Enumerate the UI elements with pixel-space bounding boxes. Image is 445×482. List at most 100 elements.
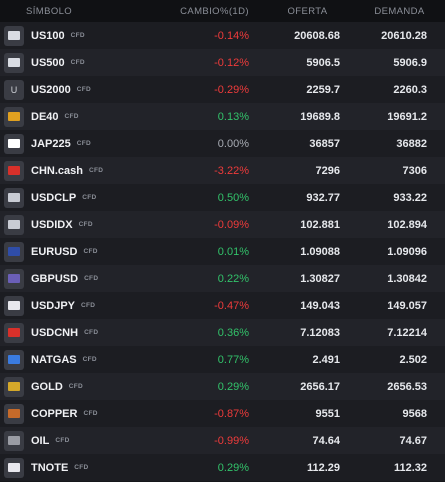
ask-price-cell[interactable]: 1.09096 — [387, 245, 427, 258]
bid-price-cell[interactable]: 1.30827 — [300, 272, 340, 285]
symbol-name[interactable]: USDIDX — [31, 218, 73, 231]
bid-price-cell[interactable]: 36857 — [309, 137, 340, 150]
icon-swatch — [8, 139, 20, 148]
ask-price-cell[interactable]: 19691.2 — [387, 110, 427, 123]
table-row[interactable]: COPPER CFD -0.87% 9551 9568 — [0, 400, 445, 427]
symbol-cell: EURUSD CFD — [0, 241, 168, 262]
header-ask[interactable]: DEMANDA — [374, 5, 425, 17]
bid-price-cell[interactable]: 7296 — [315, 164, 340, 177]
symbol-name[interactable]: TNOTE — [31, 461, 69, 474]
table-row[interactable]: USDIDX CFD -0.09% 102.881 102.894 — [0, 211, 445, 238]
bid-price-cell[interactable]: 932.77 — [306, 191, 340, 204]
symbol-name[interactable]: DE40 — [31, 110, 59, 123]
table-row[interactable]: OIL CFD -0.99% 74.64 74.67 — [0, 427, 445, 454]
symbol-cell: JAP225 CFD — [0, 133, 168, 154]
symbol-name[interactable]: NATGAS — [31, 353, 77, 366]
symbol-name[interactable]: GBPUSD — [31, 272, 79, 285]
table-row[interactable]: US500 CFD -0.12% 5906.5 5906.9 — [0, 49, 445, 76]
icon-swatch — [8, 301, 20, 310]
instrument-type-tag: CFD — [55, 437, 70, 444]
ask-price-cell[interactable]: 102.894 — [387, 218, 427, 231]
table-row[interactable]: USDJPY CFD -0.47% 149.043 149.057 — [0, 292, 445, 319]
bid-price-cell[interactable]: 2656.17 — [300, 380, 340, 393]
ask-price-cell[interactable]: 20610.28 — [381, 29, 427, 42]
change-cell: 0.00% — [217, 137, 249, 150]
symbol-cell: US500 CFD — [0, 52, 168, 73]
table-row[interactable]: DE40 CFD 0.13% 19689.8 19691.2 — [0, 103, 445, 130]
table-row[interactable]: U US2000 CFD -0.29% 2259.7 2260.3 — [0, 76, 445, 103]
bid-price-cell[interactable]: 102.881 — [300, 218, 340, 231]
symbol-name[interactable]: US500 — [31, 56, 65, 69]
symbol-name[interactable]: GOLD — [31, 380, 63, 393]
symbol-cell: GOLD CFD — [0, 376, 168, 397]
instrument-type-tag: CFD — [81, 302, 96, 309]
symbol-name[interactable]: OIL — [31, 434, 50, 447]
ask-price-cell[interactable]: 112.32 — [393, 461, 427, 474]
symbol-name[interactable]: US100 — [31, 29, 65, 42]
symbol-name[interactable]: EURUSD — [31, 245, 78, 258]
symbol-name[interactable]: COPPER — [31, 407, 78, 420]
table-row[interactable]: TNOTE CFD 0.29% 112.29 112.32 — [0, 454, 445, 481]
table-row[interactable]: JAP225 CFD 0.00% 36857 36882 — [0, 130, 445, 157]
icon-swatch — [8, 31, 20, 40]
icon-swatch — [8, 409, 20, 418]
change-cell: 0.13% — [217, 110, 249, 123]
table-row[interactable]: USDCLP CFD 0.50% 932.77 933.22 — [0, 184, 445, 211]
header-symbol[interactable]: SÍMBOLO — [26, 5, 73, 17]
symbol-name[interactable]: USDJPY — [31, 299, 76, 312]
bid-price-cell[interactable]: 5906.5 — [306, 56, 340, 69]
instrument-type-tag: CFD — [64, 113, 79, 120]
change-cell: -0.09% — [214, 218, 249, 231]
symbol-name[interactable]: USDCLP — [31, 191, 77, 204]
bid-price-cell[interactable]: 20608.68 — [294, 29, 340, 42]
us-china-flags-icon — [4, 322, 24, 343]
table-row[interactable]: CHN.cash CFD -3.22% 7296 7306 — [0, 157, 445, 184]
icon-swatch — [8, 463, 20, 472]
ask-price-cell[interactable]: 2.502 — [399, 353, 427, 366]
ask-price-cell[interactable]: 74.67 — [399, 434, 427, 447]
ask-price-cell[interactable]: 7.12214 — [387, 326, 427, 339]
icon-swatch — [8, 436, 20, 445]
table-row[interactable]: GOLD CFD 0.29% 2656.17 2656.53 — [0, 373, 445, 400]
symbol-cell: OIL CFD — [0, 430, 168, 451]
symbol-name[interactable]: USDCNH — [31, 326, 79, 339]
ask-price-cell[interactable]: 933.22 — [393, 191, 427, 204]
change-cell: -3.22% — [214, 164, 249, 177]
ask-price-cell[interactable]: 7306 — [402, 164, 427, 177]
symbol-cell: COPPER CFD — [0, 403, 168, 424]
ask-price-cell[interactable]: 2656.53 — [387, 380, 427, 393]
bid-price-cell[interactable]: 2.491 — [312, 353, 340, 366]
bid-price-cell[interactable]: 9551 — [315, 407, 340, 420]
table-row[interactable]: USDCNH CFD 0.36% 7.12083 7.12214 — [0, 319, 445, 346]
table-body: US100 CFD -0.14% 20608.68 20610.28 US500 CFD -0… — [0, 22, 445, 481]
bid-price-cell[interactable]: 74.64 — [312, 434, 340, 447]
symbol-name[interactable]: CHN.cash — [31, 164, 83, 177]
change-cell: 0.22% — [217, 272, 249, 285]
bid-price-cell[interactable]: 112.29 — [306, 461, 340, 474]
ask-price-cell[interactable]: 1.30842 — [387, 272, 427, 285]
bid-price-cell[interactable]: 1.09088 — [300, 245, 340, 258]
change-cell: -0.12% — [214, 56, 249, 69]
instrument-type-tag: CFD — [83, 410, 98, 417]
bid-price-cell[interactable]: 149.043 — [300, 299, 340, 312]
header-change[interactable]: CAMBIO%(1D) — [180, 5, 249, 17]
bid-price-cell[interactable]: 2259.7 — [306, 83, 340, 96]
table-row[interactable]: GBPUSD CFD 0.22% 1.30827 1.30842 — [0, 265, 445, 292]
symbol-name[interactable]: US2000 — [31, 83, 71, 96]
table-row[interactable]: NATGAS CFD 0.77% 2.491 2.502 — [0, 346, 445, 373]
ask-price-cell[interactable]: 5906.9 — [393, 56, 427, 69]
instrument-type-tag: CFD — [68, 383, 84, 390]
bid-price-cell[interactable]: 7.12083 — [300, 326, 340, 339]
ask-price-cell[interactable]: 36882 — [396, 137, 427, 150]
header-bid[interactable]: OFERTA — [287, 5, 328, 17]
table-row[interactable]: US100 CFD -0.14% 20608.68 20610.28 — [0, 22, 445, 49]
symbol-name[interactable]: JAP225 — [31, 137, 71, 150]
bid-price-cell[interactable]: 19689.8 — [300, 110, 340, 123]
table-row[interactable]: EURUSD CFD 0.01% 1.09088 1.09096 — [0, 238, 445, 265]
ask-price-cell[interactable]: 9568 — [402, 407, 427, 420]
ask-price-cell[interactable]: 2260.3 — [393, 83, 427, 96]
icon-swatch — [8, 193, 20, 202]
eu-us-flags-icon — [4, 241, 24, 262]
ask-price-cell[interactable]: 149.057 — [387, 299, 427, 312]
